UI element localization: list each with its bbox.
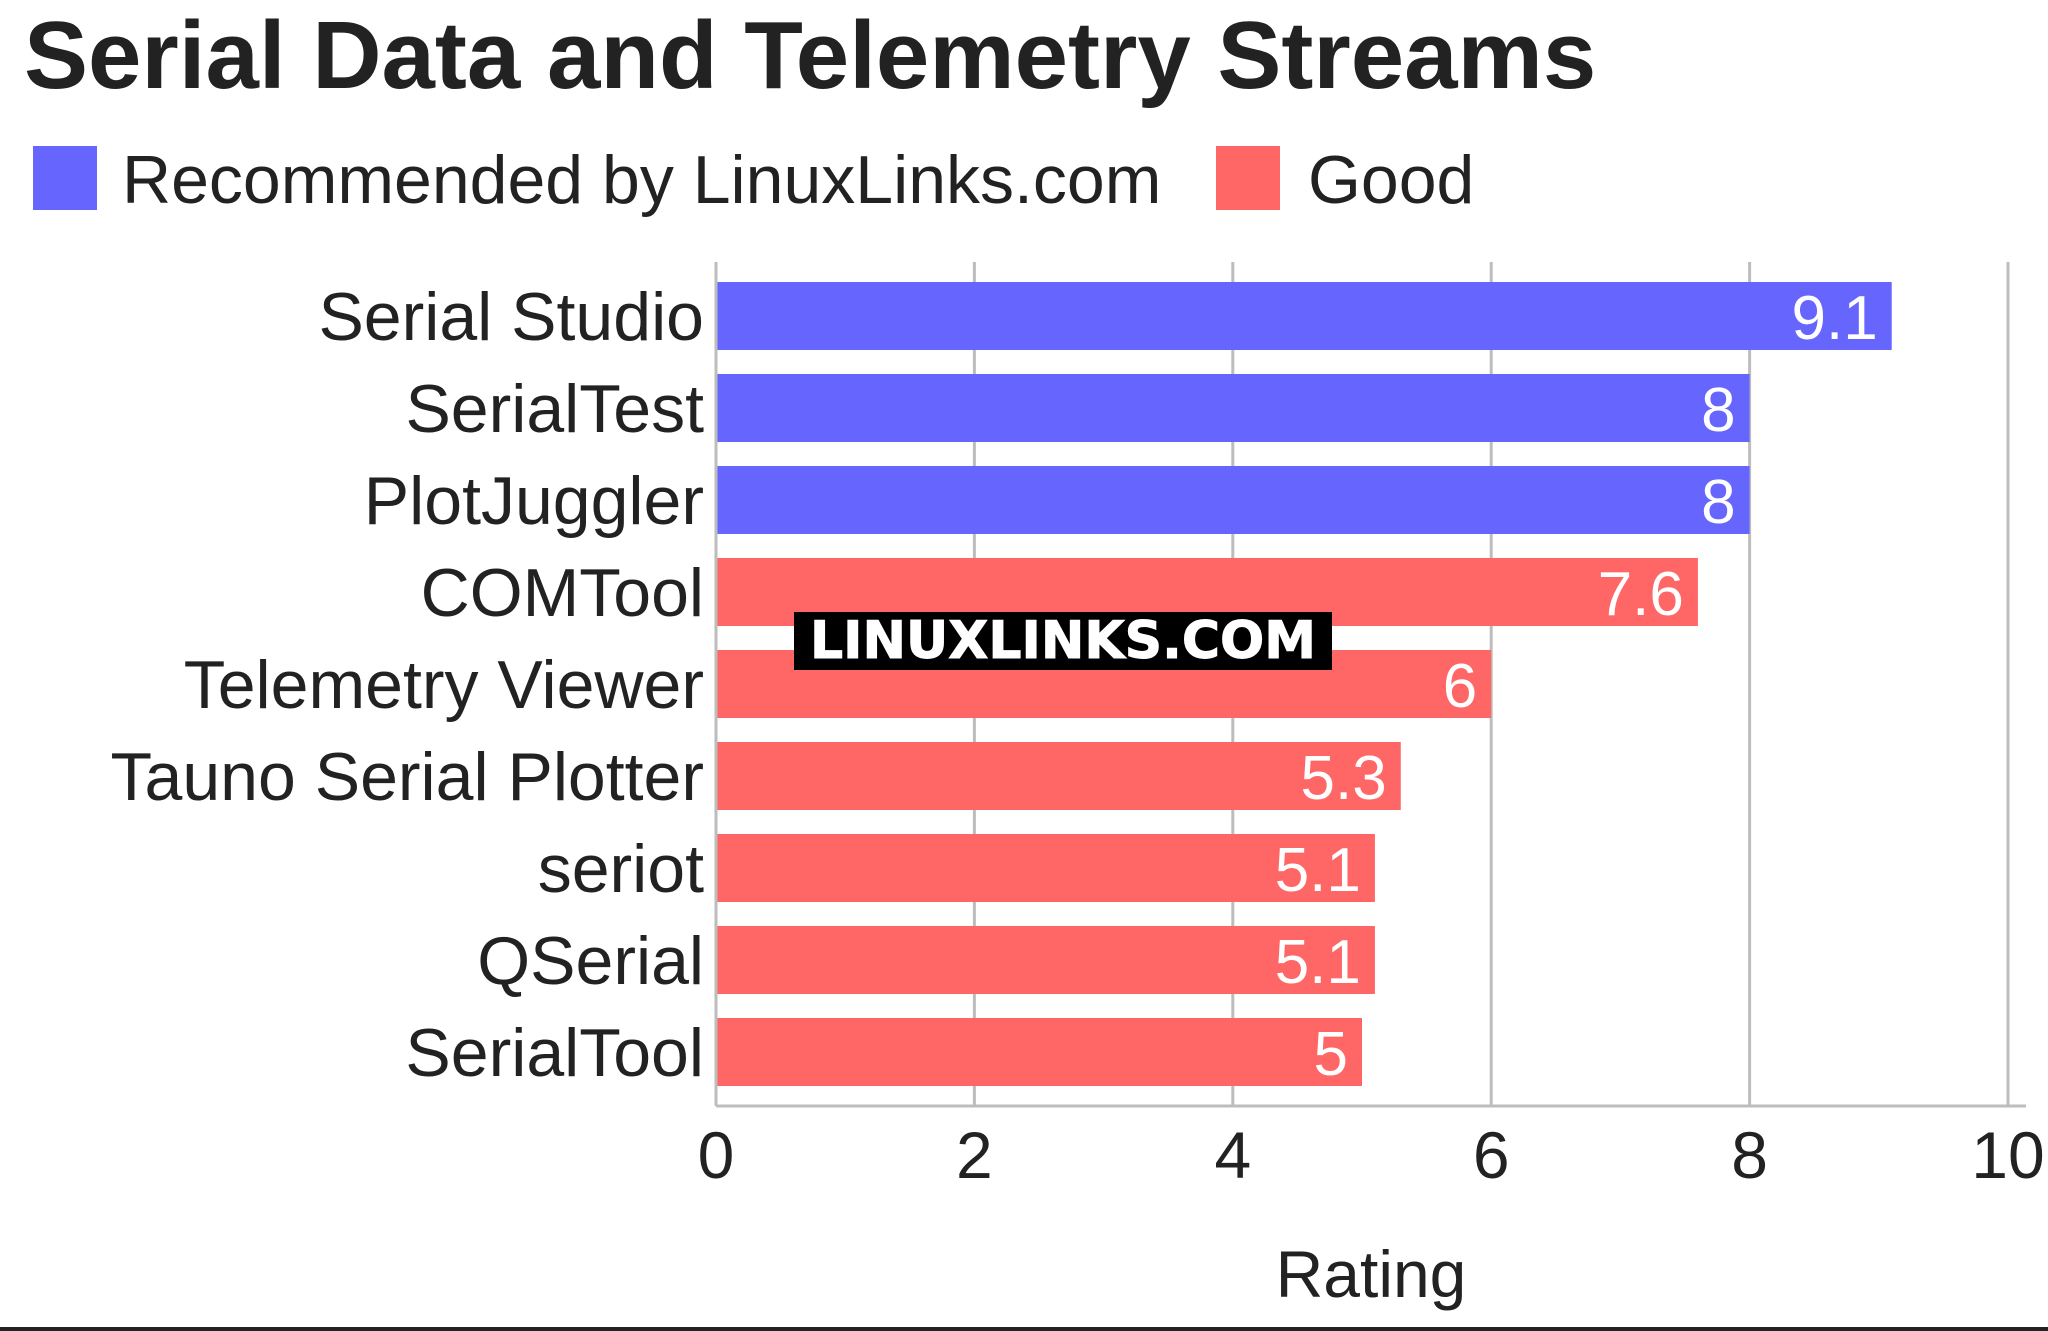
legend-swatch-recommended <box>33 146 97 210</box>
x-tick-labels: 0 2 4 6 8 10 <box>698 1118 2045 1192</box>
x-tick-label-6: 6 <box>1473 1118 1510 1192</box>
category-labels: Serial Studio SerialTest PlotJuggler COMToo… <box>111 279 705 1091</box>
bar-value-label-serial-studio: 9.1 <box>1792 284 1878 353</box>
bar-seriot <box>716 834 1375 902</box>
category-label-serialtest: SerialTest <box>405 371 704 447</box>
category-label-serial-studio: Serial Studio <box>318 279 704 355</box>
category-label-plotjuggler: PlotJuggler <box>364 463 704 539</box>
bar-value-label-comtool: 7.6 <box>1598 560 1684 629</box>
category-label-telemetry-viewer: Telemetry Viewer <box>184 647 704 723</box>
category-label-comtool: COMTool <box>421 555 704 631</box>
bar-value-label-tauno-serial-plotter: 5.3 <box>1301 744 1387 813</box>
bars <box>716 282 1892 1086</box>
x-tick-label-8: 8 <box>1731 1118 1768 1192</box>
bar-value-label-serialtool: 5 <box>1314 1020 1348 1089</box>
category-label-seriot: seriot <box>538 831 704 907</box>
legend-label-recommended: Recommended by LinuxLinks.com <box>122 142 1161 218</box>
bar-tauno-serial-plotter <box>716 742 1401 810</box>
legend-label-good: Good <box>1308 142 1474 218</box>
bar-qserial <box>716 926 1375 994</box>
bar-value-label-serialtest: 8 <box>1701 376 1735 445</box>
watermark-background <box>794 612 1332 670</box>
watermark: LINUXLINKS.COM <box>794 611 1332 672</box>
watermark-text: LINUXLINKS.COM <box>810 611 1316 671</box>
chart-title: Serial Data and Telemetry Streams <box>24 2 1596 109</box>
bar-value-label-qserial: 5.1 <box>1275 928 1361 997</box>
bar-serial-studio <box>716 282 1892 350</box>
legend: Recommended by LinuxLinks.com Good <box>33 142 1474 218</box>
bar-value-label-plotjuggler: 8 <box>1701 468 1735 537</box>
x-tick-label-4: 4 <box>1214 1118 1251 1192</box>
bar-serialtest <box>716 374 1750 442</box>
bar-plotjuggler <box>716 466 1750 534</box>
bar-serialtool <box>716 1018 1362 1086</box>
bar-value-label-telemetry-viewer: 6 <box>1443 652 1477 721</box>
x-tick-label-10: 10 <box>1971 1118 2044 1192</box>
category-label-tauno-serial-plotter: Tauno Serial Plotter <box>111 739 704 815</box>
category-label-qserial: QSerial <box>477 923 704 999</box>
x-tick-label-0: 0 <box>698 1118 735 1192</box>
x-axis-title: Rating <box>1276 1237 1467 1311</box>
category-label-serialtool: SerialTool <box>405 1015 704 1091</box>
legend-swatch-good <box>1216 146 1280 210</box>
bar-value-label-seriot: 5.1 <box>1275 836 1361 905</box>
x-tick-label-2: 2 <box>956 1118 993 1192</box>
